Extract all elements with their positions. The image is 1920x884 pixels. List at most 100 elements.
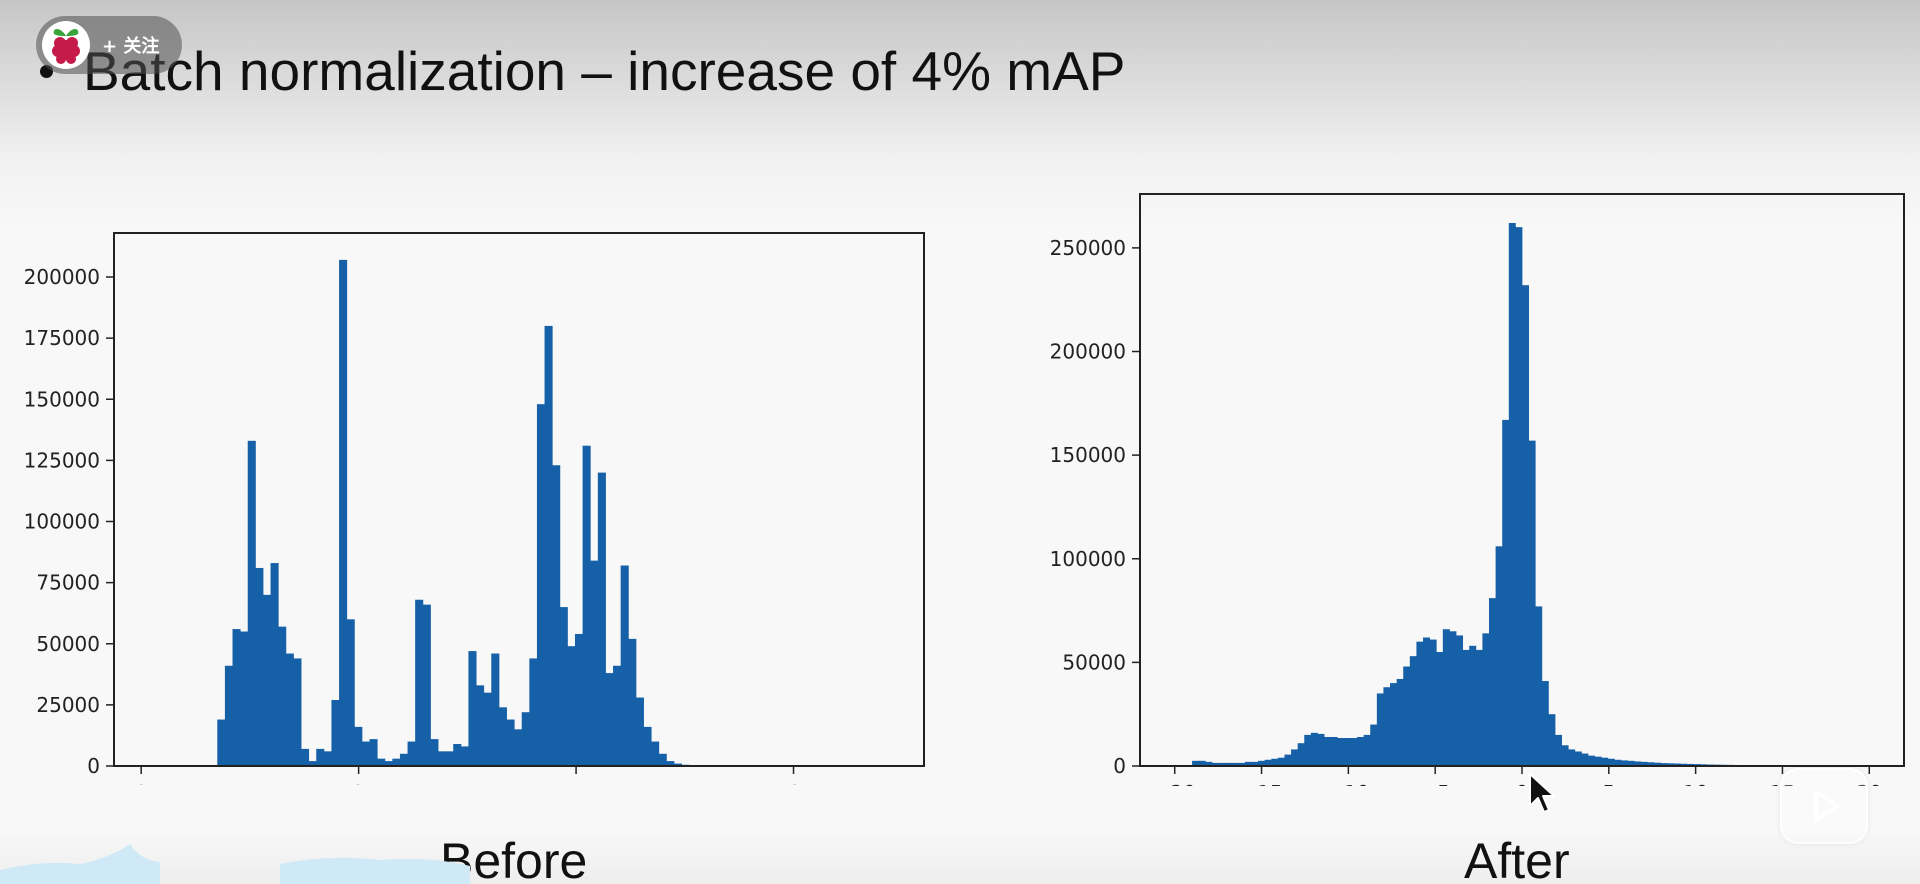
after-y-tick-label: 100000	[1050, 547, 1126, 571]
before-bar	[620, 565, 629, 766]
before-bar	[301, 748, 310, 766]
before-bar	[605, 673, 614, 766]
after-bar	[1370, 724, 1378, 766]
before-bar	[430, 739, 439, 766]
before-bar	[346, 619, 355, 766]
before-y-tick-label: 75000	[36, 571, 100, 595]
after-bar	[1211, 762, 1219, 766]
before-bar	[559, 607, 568, 766]
before-bar	[354, 726, 363, 766]
before-plot-frame	[113, 232, 925, 767]
after-bar	[1264, 759, 1272, 766]
after-x-tick-label: 10	[1683, 781, 1708, 786]
before-y-tick-label: 125000	[24, 448, 100, 472]
blurred-subtitle-area	[0, 844, 470, 884]
after-y-tick-label: 50000	[1062, 650, 1126, 674]
after-bar	[1535, 606, 1543, 766]
after-bar	[1469, 645, 1477, 766]
before-bar	[407, 741, 416, 766]
after-bar	[1357, 736, 1365, 766]
after-bar	[1541, 681, 1549, 766]
after-bar	[1363, 734, 1371, 766]
after-bar	[1456, 635, 1464, 766]
before-bar	[582, 445, 591, 766]
after-bar	[1581, 753, 1589, 766]
after-bar	[1198, 760, 1206, 766]
after-bar	[1284, 754, 1292, 766]
before-bar	[529, 658, 538, 766]
before-bar	[628, 638, 637, 766]
after-bar	[1343, 738, 1351, 766]
after-bar	[1568, 749, 1576, 766]
before-bar	[285, 653, 294, 766]
after-bar	[1192, 760, 1200, 766]
after-bar	[1502, 419, 1510, 766]
before-bar	[483, 692, 492, 766]
before-bar	[308, 761, 317, 766]
after-bar	[1634, 761, 1642, 766]
after-bar	[1317, 733, 1325, 766]
after-bar	[1324, 736, 1332, 766]
before-bar	[323, 751, 332, 766]
before-bar	[536, 404, 546, 766]
after-bar	[1271, 758, 1279, 766]
before-bar	[666, 761, 675, 766]
after-bar	[1673, 763, 1681, 766]
before-y-tick-label: 0	[87, 754, 100, 778]
before-bar	[438, 751, 447, 766]
before-bar	[232, 629, 241, 766]
after-bar	[1574, 751, 1582, 766]
before-bar	[521, 712, 530, 766]
after-bar	[1462, 649, 1470, 766]
before-bar	[673, 763, 682, 766]
after-bar	[1403, 666, 1411, 766]
after-x-tick-label: −20	[1154, 781, 1196, 786]
after-x-tick-label: 20	[1857, 781, 1882, 786]
before-bar	[506, 719, 515, 766]
after-bar	[1330, 736, 1338, 766]
after-bar	[1436, 652, 1444, 766]
before-bar	[255, 567, 264, 766]
after-bar	[1495, 546, 1503, 766]
after-bar	[1667, 763, 1675, 766]
after-bar	[1238, 762, 1246, 766]
after-x-tick-label: −15	[1240, 781, 1282, 786]
before-bar	[361, 741, 370, 766]
follow-button[interactable]: + 关注	[36, 16, 182, 74]
before-bar	[331, 699, 340, 766]
before-bar	[574, 633, 584, 766]
after-bar	[1515, 227, 1523, 766]
before-bar	[415, 599, 424, 766]
after-bar	[1607, 758, 1615, 766]
after-bar	[1423, 637, 1431, 766]
after-x-tick-label: −10	[1327, 781, 1369, 786]
after-bar	[1258, 760, 1266, 766]
after-bar	[1244, 761, 1252, 766]
after-bar	[1218, 762, 1226, 766]
after-bar	[1205, 761, 1213, 766]
mouse-cursor-icon	[1529, 773, 1555, 813]
after-bar	[1680, 763, 1688, 766]
after-bar	[1376, 693, 1384, 766]
after-caption: After	[1464, 833, 1570, 884]
after-bar	[1337, 738, 1345, 766]
before-bar	[514, 729, 523, 766]
after-bar	[1561, 745, 1569, 766]
before-y-tick-label: 200000	[24, 265, 100, 289]
before-bar	[384, 761, 393, 766]
before-bar	[476, 685, 485, 766]
after-bar	[1231, 762, 1239, 766]
after-bar	[1614, 759, 1622, 766]
after-bar	[1647, 762, 1655, 766]
after-bar	[1409, 656, 1417, 766]
play-button[interactable]	[1780, 768, 1868, 844]
after-bar	[1396, 678, 1404, 766]
before-x-tick-label: 6	[787, 781, 800, 785]
before-bar	[316, 748, 325, 766]
after-bar	[1442, 629, 1450, 766]
before-bar	[544, 325, 553, 766]
before-bar	[399, 753, 409, 766]
before-bar	[590, 560, 599, 766]
after-bar	[1383, 687, 1391, 766]
after-bar	[1304, 734, 1312, 766]
